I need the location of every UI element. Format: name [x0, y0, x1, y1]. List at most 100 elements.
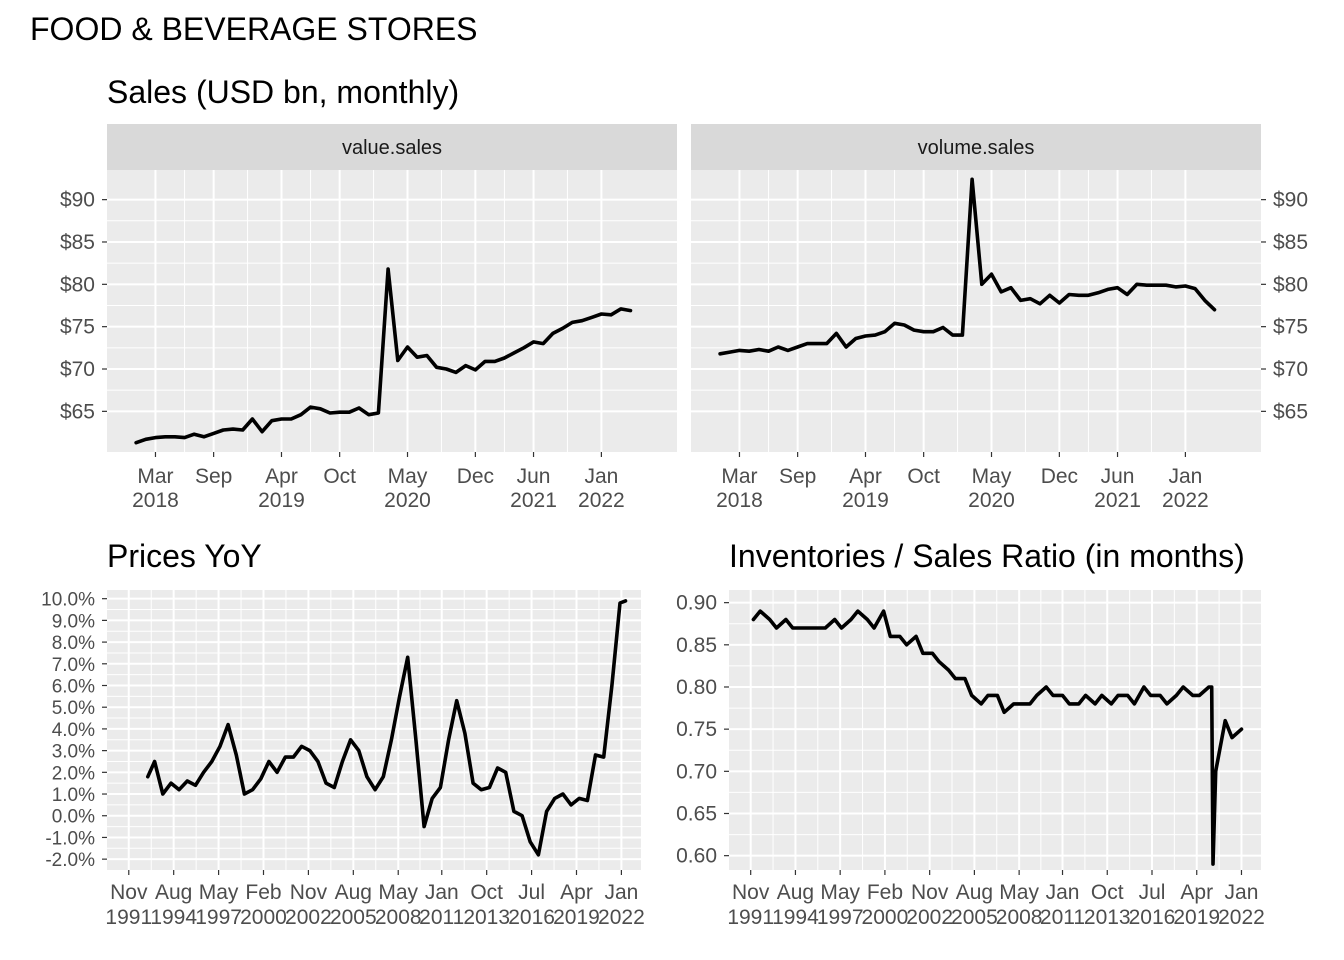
- x-tick-label: Oct: [470, 881, 503, 904]
- x-tick-year-label: 2021: [510, 489, 557, 512]
- x-tick-label: Aug: [777, 881, 814, 904]
- data-point: [719, 352, 721, 355]
- data-point: [1000, 291, 1003, 293]
- data-point: [1213, 308, 1216, 311]
- x-tick-label: Nov: [911, 881, 949, 904]
- data-point: [455, 699, 458, 702]
- data-point: [243, 793, 246, 795]
- data-point: [825, 342, 828, 345]
- x-tick-year-label: 2002: [906, 906, 953, 929]
- data-point: [1210, 686, 1213, 688]
- data-point: [1149, 694, 1152, 697]
- x-tick-label: Apr: [265, 465, 298, 488]
- data-point: [222, 429, 225, 431]
- inventories-title: Inventories / Sales Ratio (in months): [729, 538, 1245, 574]
- data-point: [135, 441, 137, 444]
- x-tick-year-label: 2016: [1129, 906, 1176, 929]
- x-tick-label: Apr: [849, 465, 882, 488]
- data-point: [504, 771, 507, 774]
- data-point: [390, 738, 393, 741]
- y-tick-label: 4.0%: [52, 720, 95, 741]
- data-point: [341, 760, 344, 763]
- data-point: [513, 352, 515, 354]
- data-point: [300, 745, 303, 748]
- figure-title: FOOD & BEVERAGE STORES: [30, 11, 478, 47]
- prices-title: Prices YoY: [107, 538, 262, 574]
- data-point: [447, 738, 450, 741]
- data-point: [445, 368, 448, 370]
- data-point: [1240, 728, 1243, 730]
- x-tick-year-label: 2019: [842, 489, 889, 512]
- data-point: [251, 788, 254, 791]
- x-tick-label: May: [999, 881, 1039, 904]
- y-tick-label: 0.80: [676, 676, 717, 699]
- data-point: [542, 342, 545, 345]
- data-point: [1194, 287, 1196, 290]
- data-point: [439, 786, 442, 789]
- data-point: [552, 332, 554, 335]
- data-point: [268, 760, 270, 763]
- data-point: [338, 411, 341, 413]
- x-tick-label: Aug: [956, 881, 993, 904]
- data-point: [1087, 294, 1090, 297]
- x-tick-label: May: [199, 881, 239, 904]
- x-tick-label: May: [820, 881, 860, 904]
- y-tick-label: $70: [60, 358, 95, 381]
- y-tick-label: $85: [60, 231, 95, 254]
- data-point: [571, 321, 574, 324]
- data-point: [752, 618, 755, 621]
- x-tick-label: Jan: [604, 881, 638, 904]
- data-point: [435, 366, 438, 369]
- data-point: [619, 308, 622, 310]
- data-point: [561, 327, 564, 330]
- data-point: [1029, 703, 1031, 705]
- data-point: [270, 419, 273, 422]
- data-point: [325, 782, 327, 784]
- y-tick-label: $65: [60, 400, 95, 423]
- data-point: [899, 635, 901, 638]
- data-point: [1231, 736, 1233, 739]
- data-point: [241, 429, 244, 431]
- y-tick-label: $75: [60, 316, 95, 339]
- data-point: [629, 309, 632, 312]
- data-point: [980, 703, 982, 705]
- data-point: [186, 780, 189, 782]
- x-tick-year-label: 1997: [195, 906, 242, 929]
- data-point: [840, 627, 843, 629]
- x-tick-label: Aug: [155, 881, 192, 904]
- data-point: [954, 677, 957, 680]
- data-point: [590, 316, 593, 319]
- data-point: [1019, 299, 1022, 302]
- x-tick-year-label: 2000: [862, 906, 909, 929]
- data-point: [578, 797, 581, 800]
- x-tick-label: Sep: [779, 465, 816, 488]
- data-point: [1110, 703, 1113, 705]
- data-point: [397, 359, 399, 362]
- data-point: [767, 350, 770, 353]
- data-point: [1097, 291, 1099, 294]
- series-line: [146, 599, 628, 857]
- data-point: [759, 610, 761, 612]
- data-point: [873, 627, 875, 629]
- x-tick-label: Jul: [1139, 881, 1166, 904]
- data-point: [817, 627, 820, 629]
- x-tick-year-label: 2022: [598, 906, 645, 929]
- y-tick-label: 0.65: [676, 802, 717, 825]
- facet-strip: [691, 124, 1261, 170]
- x-tick-label: Jan: [1225, 881, 1259, 904]
- x-tick-label: Aug: [335, 881, 372, 904]
- data-point: [367, 413, 370, 416]
- sales-title: Sales (USD bn, monthly): [107, 74, 459, 110]
- data-point: [496, 767, 499, 769]
- y-tick-label: 2.0%: [52, 763, 95, 784]
- data-point: [154, 436, 157, 439]
- inventories-sales-ratio-chart: 0.600.650.700.750.800.850.90Nov1991Aug19…: [676, 590, 1265, 929]
- data-point: [970, 694, 973, 697]
- data-point: [981, 283, 983, 286]
- series-line: [718, 177, 1217, 356]
- data-point: [942, 326, 944, 329]
- data-point: [882, 610, 885, 612]
- data-point: [874, 334, 876, 336]
- data-point: [570, 804, 572, 806]
- data-point: [915, 635, 917, 638]
